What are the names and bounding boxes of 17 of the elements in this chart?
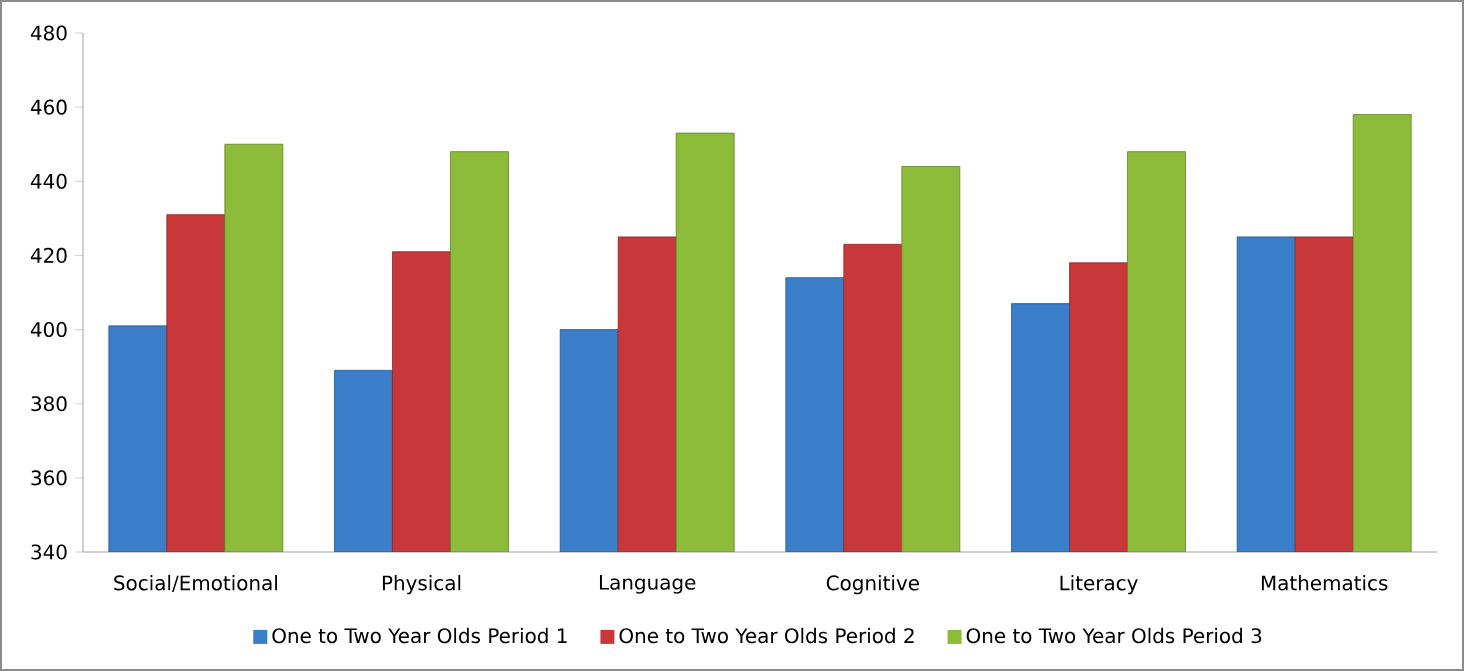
x-tick-label: Physical: [382, 575, 461, 595]
x-tick-label: Cognitive: [826, 575, 919, 595]
y-tick-label: 420: [30, 247, 67, 263]
y-tick-label: 440: [30, 173, 67, 189]
x-tick-label: Literacy: [1060, 575, 1138, 595]
x-tick-label: Mathematics: [1261, 575, 1388, 591]
x-tick-label: Language: [599, 575, 696, 594]
x-tick-label: Social/Emotional: [114, 575, 277, 593]
legend-label: One to Two Year Olds Period 1: [272, 627, 567, 644]
y-tick-label: 400: [30, 322, 67, 338]
y-tick-label: 460: [30, 99, 67, 115]
y-tick-label: 380: [31, 396, 67, 412]
y-tick-label: 360: [31, 470, 67, 486]
legend-label: One to Two Year Olds Period 2: [619, 627, 914, 644]
y-tick-label: 340: [31, 544, 67, 560]
y-tick-label: 480: [30, 25, 67, 41]
legend-label: One to Two Year Olds Period 3: [966, 627, 1262, 644]
